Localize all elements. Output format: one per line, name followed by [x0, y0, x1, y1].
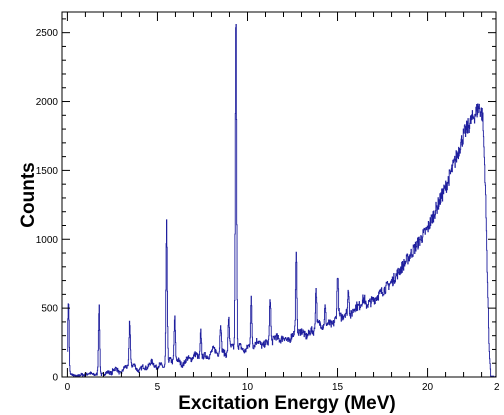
y-tick-label: 500 [41, 304, 58, 315]
x-tick-label: 5 [155, 382, 161, 393]
y-axis-title: Counts [18, 162, 39, 227]
x-tick-label: 0 [65, 382, 71, 393]
x-tick-label: 2 [494, 382, 500, 393]
y-tick-label: 1500 [36, 166, 59, 177]
y-tick-label: 2500 [36, 28, 59, 39]
y-tick-label: 2000 [36, 97, 59, 108]
x-tick-label: 15 [332, 382, 344, 393]
x-tick-label: 20 [422, 382, 434, 393]
x-tick-label: 10 [242, 382, 254, 393]
plot-frame [61, 11, 497, 378]
x-axis-title: Excitation Energy (MeV) [178, 393, 396, 414]
y-tick-label: 1000 [36, 235, 59, 246]
y-tick-label: 0 [52, 373, 58, 384]
spectrum-line [67, 23, 497, 378]
axes: 0 500 1000 1500 2000 2500 0 5 10 15 20 2 [36, 11, 500, 393]
plot-area [67, 23, 497, 378]
